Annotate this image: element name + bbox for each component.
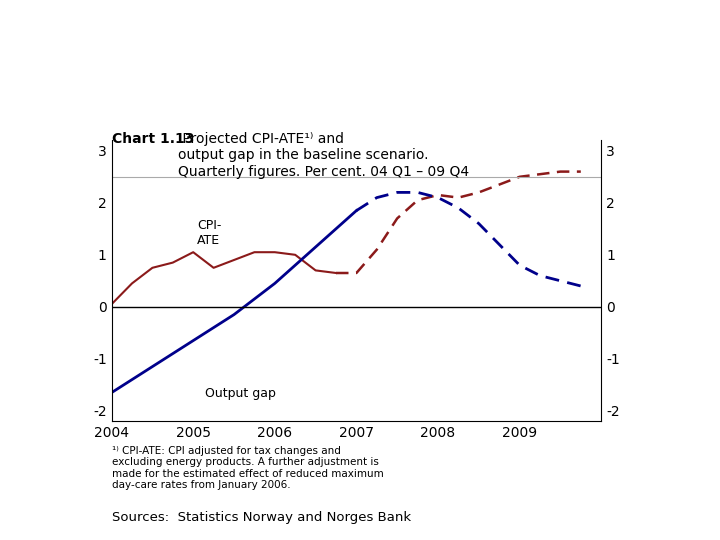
- Text: Chart 1.13: Chart 1.13: [112, 132, 194, 146]
- Text: Projected CPI-ATE¹⁾ and
output gap in the baseline scenario.
Quarterly figures. : Projected CPI-ATE¹⁾ and output gap in th…: [178, 132, 469, 179]
- Text: Sources:  Statistics Norway and Norges Bank: Sources: Statistics Norway and Norges Ba…: [112, 511, 410, 524]
- Text: ¹⁾ CPI-ATE: CPI adjusted for tax changes and
excluding energy products. A furthe: ¹⁾ CPI-ATE: CPI adjusted for tax changes…: [112, 446, 383, 490]
- Text: CPI-
ATE: CPI- ATE: [197, 219, 222, 247]
- Text: Output gap: Output gap: [205, 387, 276, 400]
